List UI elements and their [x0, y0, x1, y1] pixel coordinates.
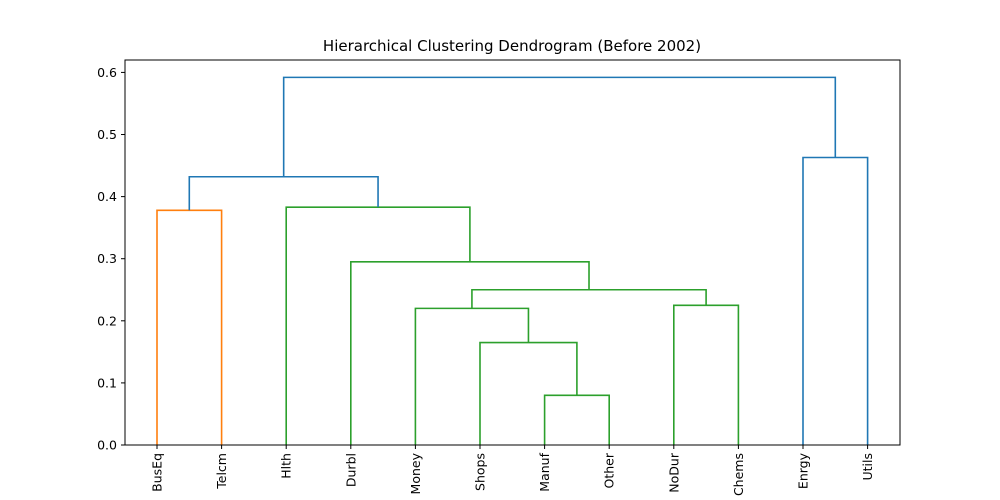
dendrogram-link-2 — [479, 341, 578, 445]
leaf-label: Manuf — [537, 452, 552, 491]
leaf-label: Enrgy — [796, 452, 811, 489]
dendrogram-link-9 — [188, 175, 379, 211]
dendrogram-links — [156, 76, 869, 445]
y-tick-label: 0.2 — [97, 313, 117, 328]
y-tick-label: 0.4 — [97, 189, 117, 204]
dendrogram-link-10 — [802, 156, 869, 445]
chart-title: Hierarchical Clustering Dendrogram (Befo… — [323, 37, 701, 55]
dendrogram-link-3 — [414, 307, 530, 445]
y-tick-label: 0.0 — [97, 438, 117, 453]
leaf-label: Shops — [473, 453, 488, 491]
leaf-label: Hlth — [279, 453, 294, 479]
leaf-label: Other — [602, 452, 617, 488]
y-tick-label: 0.1 — [97, 375, 117, 390]
x-axis: BusEq Telcm Hlth Durbl Money Shops Manuf Other N… — [150, 445, 875, 496]
dendrogram-link-5 — [471, 288, 707, 309]
dendrogram-link-4 — [673, 304, 740, 445]
dendrogram-link-8 — [285, 206, 471, 445]
dendrogram-link-7 — [156, 209, 223, 445]
leaf-label: Money — [408, 452, 423, 494]
leaf-label: Telcm — [214, 453, 229, 490]
leaf-label: BusEq — [150, 453, 165, 492]
leaf-label: Chems — [731, 453, 746, 496]
leaf-label: Utils — [860, 453, 875, 481]
y-tick-label: 0.6 — [97, 65, 117, 80]
y-tick-label: 0.5 — [97, 127, 117, 142]
plot-frame — [124, 59, 901, 446]
leaf-label: NoDur — [666, 452, 681, 493]
dendrogram-link-1 — [543, 394, 610, 445]
y-axis: 0.0 0.1 0.2 0.3 0.4 0.5 0.6 — [97, 65, 125, 453]
leaf-label: Durbl — [343, 453, 358, 487]
dendrogram-link-11 — [282, 76, 837, 177]
y-tick-label: 0.3 — [97, 251, 117, 266]
dendrogram-link-6 — [350, 261, 590, 445]
